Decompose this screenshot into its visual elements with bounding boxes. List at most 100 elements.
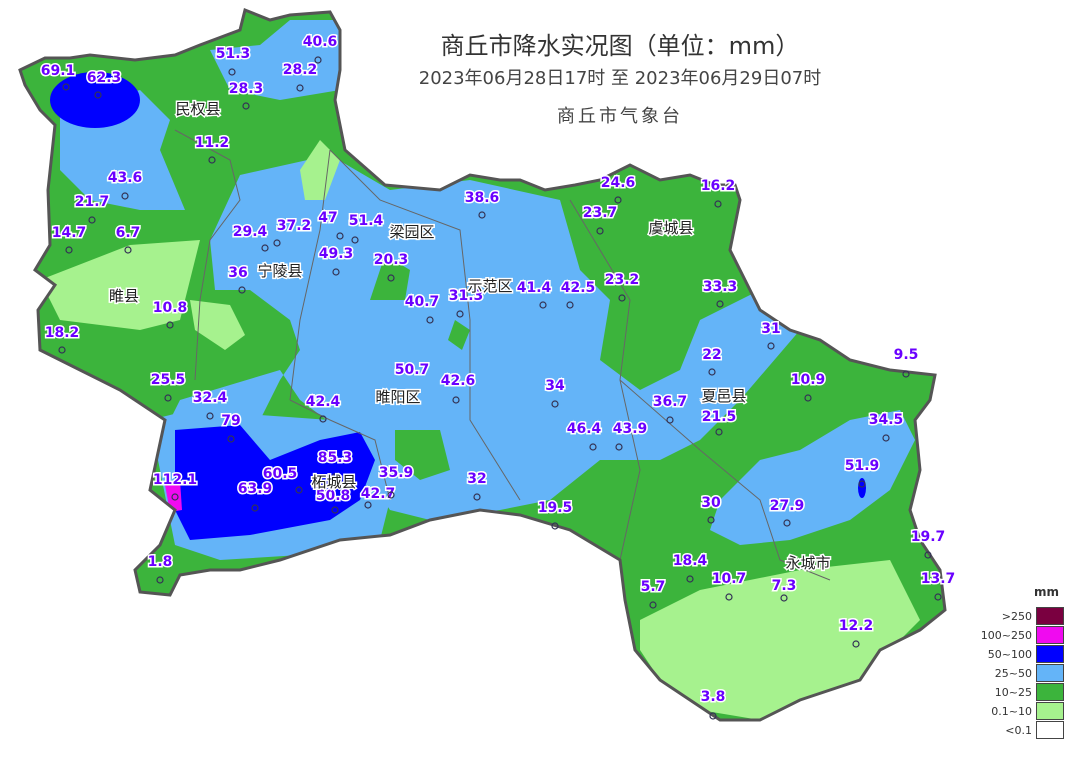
station-marker [539, 301, 547, 309]
station: 21.5 [700, 408, 738, 436]
station: 51.3 [214, 45, 252, 76]
station: 23.7 [581, 204, 619, 235]
station-value: 20.3 [374, 252, 409, 268]
legend-swatch [1036, 664, 1064, 682]
station-marker [228, 68, 236, 76]
legend-swatch [1036, 626, 1064, 644]
station-value: 19.5 [538, 500, 573, 516]
station-marker [452, 396, 460, 404]
issuer: 商丘市气象台 [557, 106, 683, 127]
station-marker [404, 390, 412, 398]
county-label: 睢阳区 [375, 388, 420, 406]
station-value: 27.9 [770, 498, 805, 514]
station-value: 50.7 [395, 362, 430, 378]
legend-item: >250 [990, 607, 1068, 626]
county-label: 睢县 [109, 287, 139, 305]
station-marker [615, 443, 623, 451]
station: 40.7 [403, 293, 441, 324]
precip-region [300, 140, 340, 200]
station: 60.5 [261, 465, 303, 494]
station: 6.7 [114, 224, 142, 254]
precip-region [50, 72, 140, 128]
station: 18.2 [43, 324, 81, 354]
station-value: 10.8 [153, 300, 188, 316]
legend-label: 100~250 [980, 629, 1032, 642]
station: 11.2 [193, 134, 231, 164]
station: 34 [544, 377, 566, 408]
station: 21.7 [73, 193, 111, 224]
station-marker [780, 594, 788, 602]
station-value: 62.3 [87, 70, 122, 86]
county-label: 示范区 [467, 277, 512, 295]
station-marker [332, 268, 340, 276]
station-value: 5.7 [641, 579, 666, 595]
station-value: 21.7 [75, 194, 110, 210]
station: 49.3 [317, 245, 355, 276]
station-value: 36 [228, 265, 247, 281]
station-marker [725, 593, 733, 601]
station-marker [649, 601, 657, 609]
station-value: 9.5 [894, 347, 919, 363]
station: 32.4 [191, 389, 229, 420]
station-marker [251, 504, 259, 512]
county-label: 虞城县 [648, 219, 693, 237]
station-value: 10.9 [791, 372, 826, 388]
station-value: 43.6 [108, 170, 143, 186]
station-value: 22 [702, 347, 721, 363]
station: 33.3 [701, 278, 739, 308]
station-value: 18.4 [673, 553, 708, 569]
county-border [289, 399, 391, 501]
station-value: 33.3 [703, 279, 738, 295]
station-marker [124, 246, 132, 254]
station-marker [767, 342, 775, 350]
station: 14.7 [50, 224, 88, 254]
station: 27.9 [768, 497, 806, 527]
station-value: 112.1 [153, 472, 197, 488]
station: 34.5 [867, 411, 905, 442]
station-marker [166, 321, 174, 329]
station-value: 25.5 [151, 372, 186, 388]
station-marker [618, 294, 626, 302]
station-marker [882, 434, 890, 442]
station-marker [242, 102, 250, 110]
county-label: 梁园区 [389, 223, 434, 241]
legend-label: 10~25 [994, 686, 1032, 699]
precip-region [395, 430, 450, 480]
station: 31 [760, 320, 782, 350]
station: 51.4 [347, 212, 385, 244]
station-value: 11.2 [195, 135, 230, 151]
county-label: 夏邑县 [701, 387, 746, 405]
station-value: 69.1 [41, 63, 76, 79]
station-marker [351, 236, 359, 244]
station-value: 50.8 [316, 488, 351, 504]
station-marker [924, 551, 932, 559]
station-value: 34 [545, 378, 565, 394]
station-marker [686, 575, 694, 583]
station-marker [714, 200, 722, 208]
station: 3.8 [699, 688, 727, 720]
station-marker [716, 300, 724, 308]
station-value: 63.9 [238, 481, 273, 497]
station-marker [551, 400, 559, 408]
station-value: 51.3 [216, 46, 251, 62]
station: 16.2 [699, 177, 737, 208]
station: 42.6 [439, 372, 477, 404]
station-value: 42.7 [361, 486, 396, 502]
station: 13.7 [919, 570, 957, 601]
station-marker [121, 192, 129, 200]
county-label: 柘城县 [311, 473, 356, 491]
station-value: 13.7 [921, 571, 956, 587]
station: 18.4 [671, 552, 709, 583]
station-marker [238, 286, 246, 294]
station-marker [566, 301, 574, 309]
station-value: 19.7 [911, 529, 946, 545]
station: 50.8 [314, 487, 352, 514]
station-value: 43.9 [613, 421, 648, 437]
time-period: 2023年06月28日17时 至 2023年06月29日07时 [418, 68, 822, 89]
station-value: 3.8 [701, 689, 726, 705]
legend-unit: mm [1034, 585, 1060, 599]
station: 9.5 [892, 346, 920, 378]
station-value: 38.6 [465, 190, 500, 206]
station: 24.6 [599, 174, 637, 204]
station: 42.5 [559, 279, 597, 309]
